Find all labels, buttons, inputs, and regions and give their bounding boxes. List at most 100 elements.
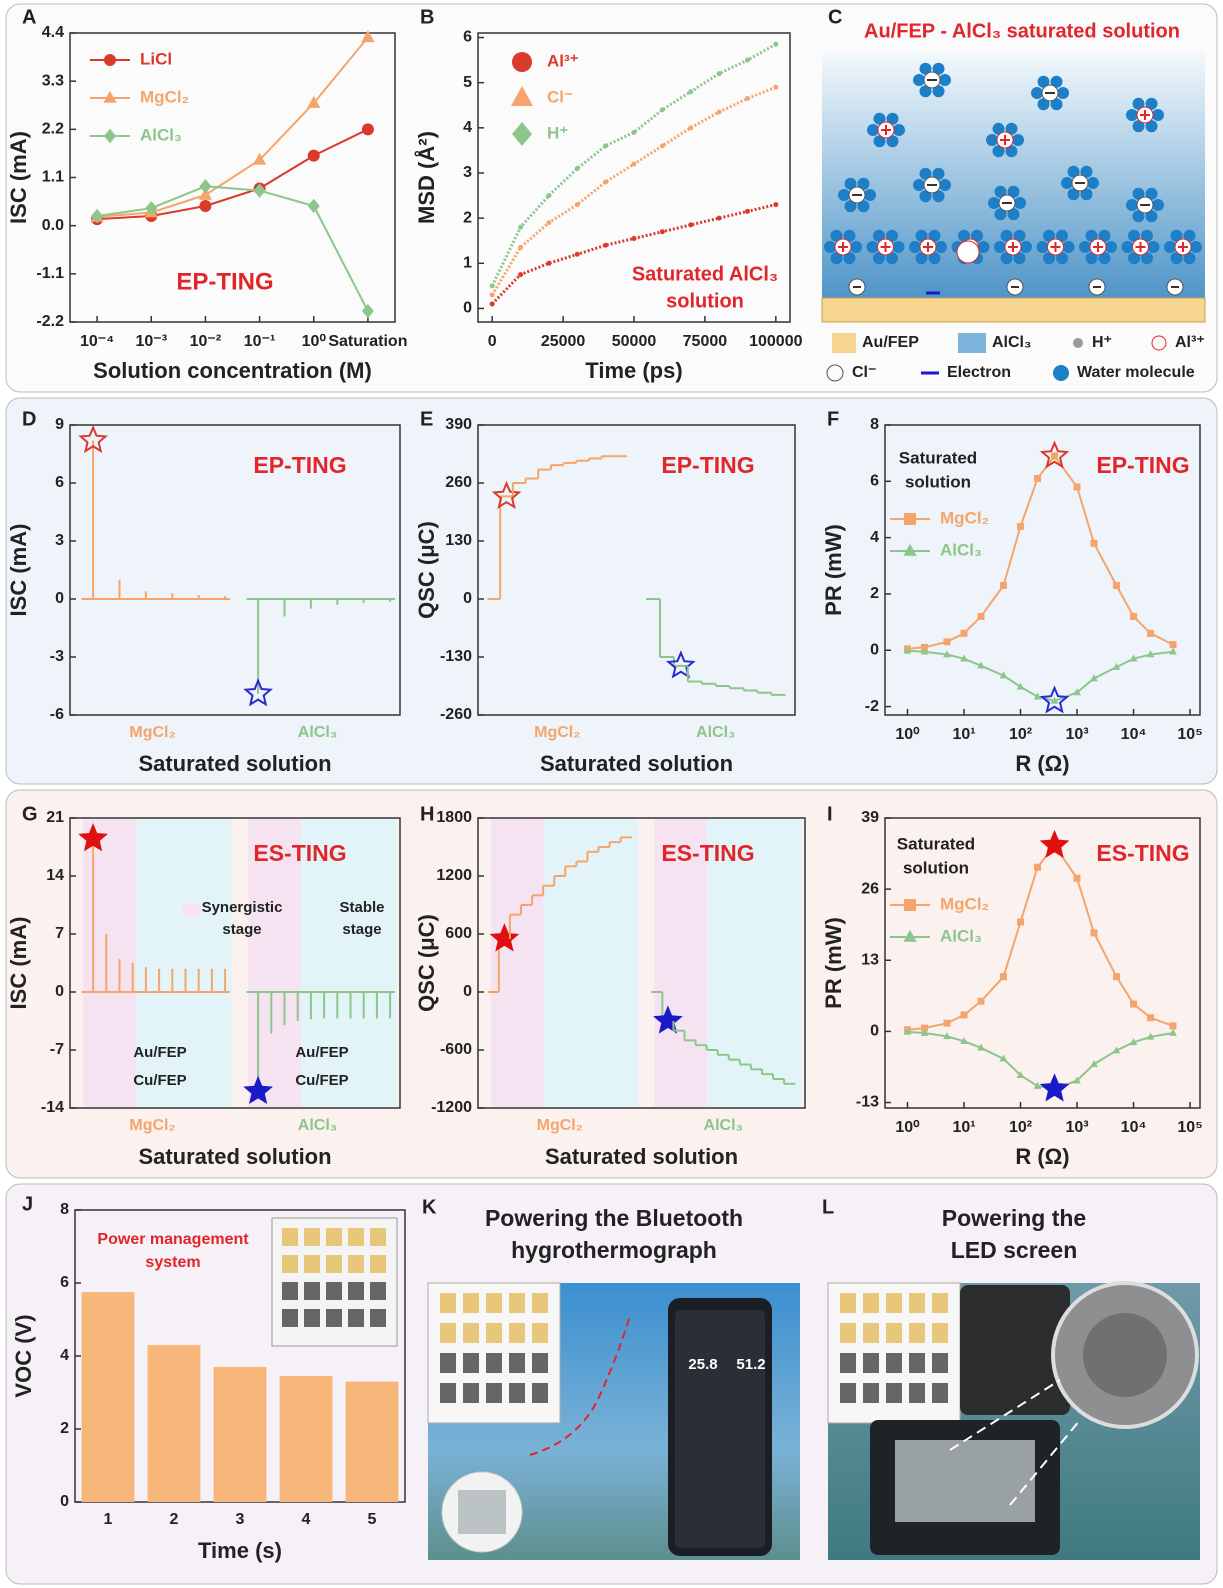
inset-cell xyxy=(909,1323,925,1343)
inset-cell xyxy=(840,1353,856,1373)
x-axis-label: Saturated solution xyxy=(545,1144,738,1169)
panel-letter: L xyxy=(822,1196,834,1218)
panel-letter: F xyxy=(827,408,839,430)
inset-cell xyxy=(348,1228,364,1246)
inset-cell xyxy=(532,1293,548,1313)
water-molecule xyxy=(864,189,876,201)
point xyxy=(518,272,523,277)
annotation: Saturated AlCl₃ xyxy=(632,263,778,285)
x-tick-label: 10⁴ xyxy=(1121,726,1147,743)
water-molecule xyxy=(1164,241,1176,253)
point xyxy=(490,283,495,288)
x-tick-label: 25000 xyxy=(541,333,586,350)
panel-letter: G xyxy=(22,803,38,825)
reading: 51.2 xyxy=(736,1356,765,1373)
water-molecule xyxy=(1152,109,1164,121)
y-tick-label: -13 xyxy=(856,1094,879,1111)
inset-cell xyxy=(886,1323,902,1343)
inset-cell xyxy=(509,1353,525,1373)
phone-screen xyxy=(675,1310,765,1548)
inset-cell xyxy=(509,1293,525,1313)
legend-label: AlCl₃ xyxy=(940,926,982,945)
led-screen xyxy=(895,1440,1035,1522)
water-molecule xyxy=(1031,87,1043,99)
y-tick-label: 0 xyxy=(463,590,472,607)
water-molecule xyxy=(1079,241,1091,253)
inset-cell xyxy=(909,1353,925,1373)
x-tick-label: AlCl₃ xyxy=(298,1117,337,1134)
marker xyxy=(961,630,968,637)
point xyxy=(575,202,580,207)
photo-title: Powering the Bluetooth xyxy=(485,1205,743,1231)
y-tick-label: 9 xyxy=(55,416,64,433)
x-tick-label: 10⁻¹ xyxy=(244,333,276,350)
x-tick-label: 75000 xyxy=(683,333,728,350)
photo-title: hygrothermograph xyxy=(511,1237,717,1263)
water-molecule xyxy=(1012,134,1024,146)
water-molecule xyxy=(850,241,862,253)
y-axis-label: VOC (V) xyxy=(11,1314,36,1397)
panel-letter: C xyxy=(828,6,842,28)
water-molecule xyxy=(988,197,1000,209)
annotation: EP-TING xyxy=(176,268,273,295)
point xyxy=(518,225,523,230)
photo-title: LED screen xyxy=(951,1237,1078,1263)
y-tick-label: 2 xyxy=(60,1420,69,1437)
point xyxy=(745,96,750,101)
inset-cell xyxy=(532,1323,548,1343)
y-axis-label: QSC (μC) xyxy=(414,521,439,619)
y-tick-label: 1200 xyxy=(436,867,472,884)
x-tick-label: 4 xyxy=(302,1511,311,1528)
x-tick-label: MgCl₂ xyxy=(537,1117,583,1134)
y-tick-label: 1.1 xyxy=(42,169,64,186)
y-tick-label: 1 xyxy=(463,255,472,272)
marker xyxy=(1051,452,1058,459)
y-tick-label: 0 xyxy=(55,983,64,1000)
inset-cell xyxy=(348,1282,364,1300)
x-tick-label: 10² xyxy=(1009,1119,1032,1136)
bar xyxy=(346,1382,399,1502)
water-molecule xyxy=(1014,197,1026,209)
x-tick-label: 10⁰ xyxy=(895,726,920,743)
water-molecule xyxy=(1126,199,1138,211)
point xyxy=(546,220,551,225)
inset-cell xyxy=(840,1383,856,1403)
x-tick-label: 0 xyxy=(488,333,497,350)
y-tick-label: 6 xyxy=(60,1274,69,1291)
water-molecule xyxy=(1126,109,1138,121)
panel-letter: I xyxy=(827,803,833,825)
marker xyxy=(904,513,916,525)
inset-cell xyxy=(370,1255,386,1273)
inset-cell xyxy=(909,1293,925,1313)
marker xyxy=(1000,582,1007,589)
stage-shading xyxy=(136,819,232,1107)
inset-cell xyxy=(463,1323,479,1343)
figure: A-2.2-1.10.01.12.23.34.4Solution concent… xyxy=(0,0,1223,1588)
x-axis-label: Time (s) xyxy=(198,1538,282,1563)
y-tick-label: 6 xyxy=(870,473,879,490)
point xyxy=(546,193,551,198)
annotation: stage xyxy=(342,921,381,938)
y-tick-label: 4 xyxy=(60,1347,69,1364)
marker xyxy=(1000,973,1007,980)
inset-cell xyxy=(932,1323,948,1343)
y-tick-label: -7 xyxy=(50,1041,64,1058)
marker xyxy=(1130,613,1137,620)
legend-label: H⁺ xyxy=(1092,334,1112,351)
point xyxy=(745,58,750,63)
inset-cell xyxy=(440,1293,456,1313)
water-molecule xyxy=(1152,199,1164,211)
water-molecule xyxy=(1063,241,1075,253)
x-axis-label: Time (ps) xyxy=(585,358,682,383)
marker xyxy=(1170,1022,1177,1029)
point xyxy=(717,71,722,76)
y-axis-label: PR (mW) xyxy=(821,524,846,616)
x-axis-label: Solution concentration (M) xyxy=(93,358,372,383)
water-molecule xyxy=(939,179,951,191)
inset-cell xyxy=(304,1228,320,1246)
y-tick-label: -130 xyxy=(440,648,472,665)
legend-label: Electron xyxy=(947,364,1011,381)
x-tick-label: 10² xyxy=(1009,726,1032,743)
y-tick-label: -6 xyxy=(50,706,64,723)
x-tick-label: 50000 xyxy=(612,333,657,350)
